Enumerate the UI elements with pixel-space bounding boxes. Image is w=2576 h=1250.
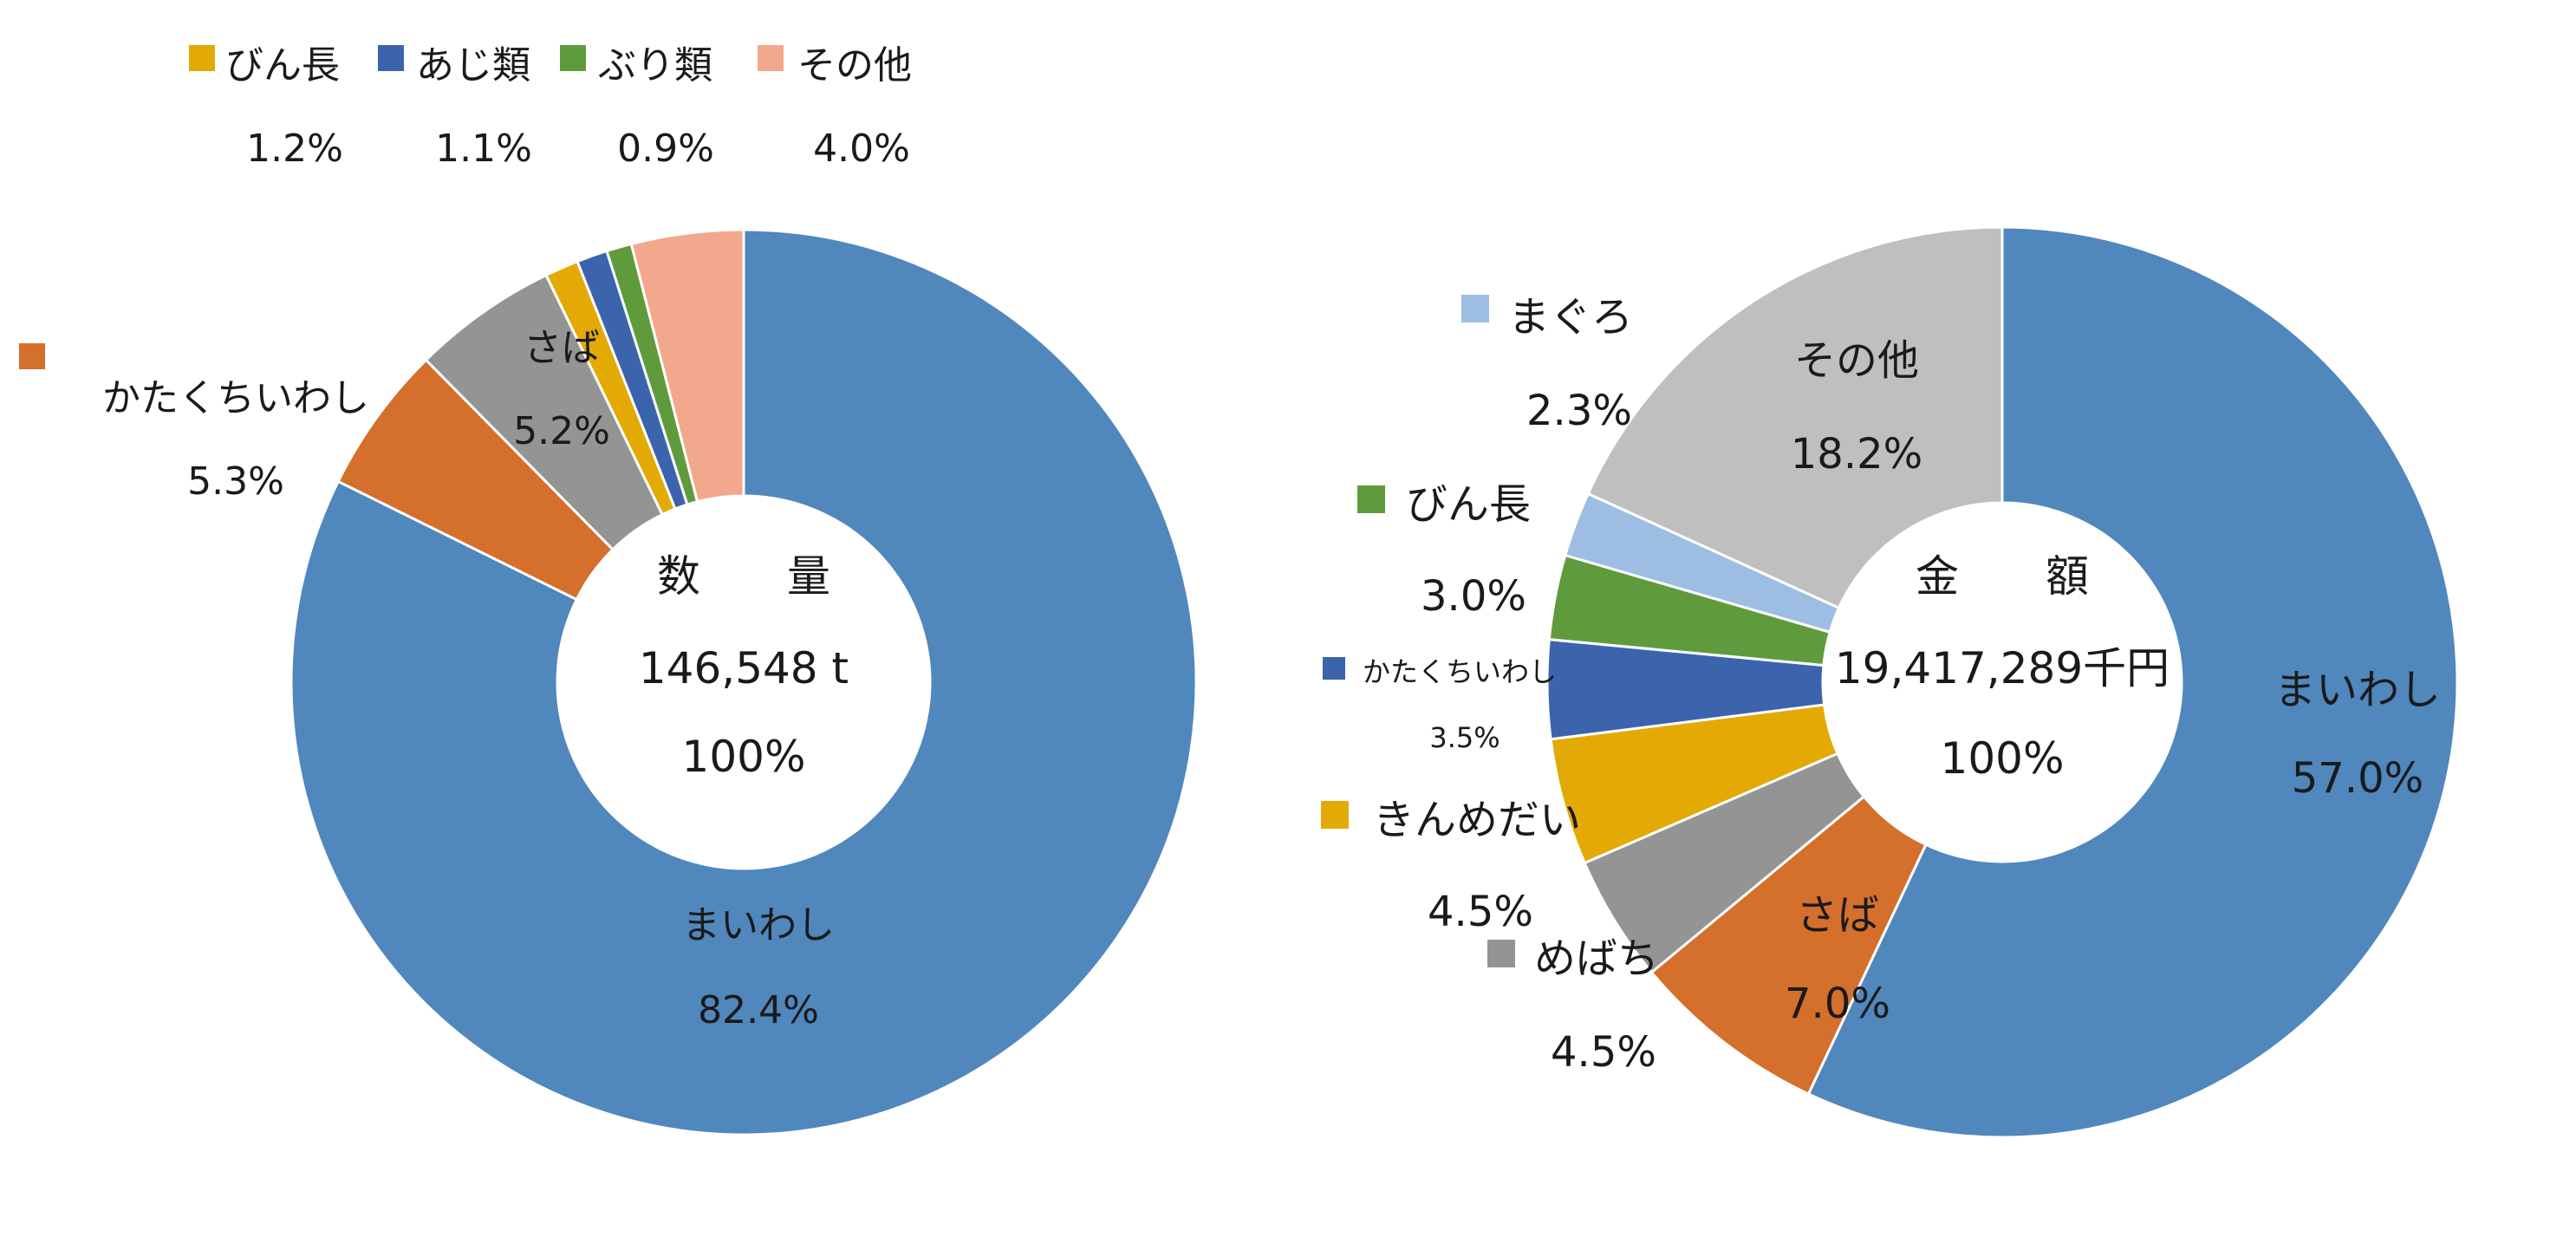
slice-label-value: 5.2% [513,409,610,453]
slice-label-value: 7.0% [1785,980,1890,1028]
quantity-center-title: 数 量 [657,551,830,602]
value-donut: 金 額 19,417,289千円 100% まいわし 57.0% さば 7.0%… [1321,225,2459,1139]
slice-label-value: 3.5% [1429,721,1499,754]
legend-swatch [758,45,784,71]
legend-swatch [378,45,404,71]
quantity-slices [289,228,1198,1136]
slice-その他 [629,228,745,504]
slice-label-name: その他 [797,43,912,88]
slice-label-value: 2.3% [1526,387,1632,435]
slice-label-name: その他 [1794,336,1919,385]
slice-label-value: 4.0% [813,127,910,171]
slice-label-name: まいわし [682,903,835,947]
slice-label-name: まぐろ [1508,293,1633,342]
slice-label-value: 0.9% [617,127,714,171]
slice-label-value: 57.0% [2292,754,2423,803]
slice-label-value: 5.3% [187,459,284,504]
slice-label-name: びん長 [225,43,340,88]
slice-その他 [1586,225,2004,610]
slice-まいわし [1806,225,2459,1139]
legend-swatch [189,45,215,71]
value-center-title: 金 額 [1916,551,2089,602]
legend-swatch [1357,485,1385,513]
slice-label-value: 1.2% [246,127,343,171]
slice-label-name: ぶり類 [598,43,712,88]
slice-label-value: 1.1% [435,127,532,171]
slice-label-name: びん長 [1406,480,1531,529]
slice-label-name: まいわし [2274,666,2441,714]
legend-swatch [1323,657,1345,680]
slice-label-value: 3.0% [1421,572,1526,621]
value-center-pct: 100% [1941,733,2065,784]
legend-swatch [560,45,586,71]
slice-まいわし [289,228,1198,1136]
slice-label-value: 82.4% [698,988,819,1032]
slice-label-value: 4.5% [1551,1028,1656,1077]
legend-swatch [1487,940,1515,967]
quantity-center-pct: 100% [682,732,806,782]
slice-label-value: 18.2% [1791,430,1922,479]
slice-label-name: かたくちいわし [1363,655,1557,688]
quantity-donut: 数 量 146,548 t 100% まいわし 82.4% かたくちいわし 5.… [19,43,1198,1136]
slice-さば [1649,794,1928,1097]
quantity-center-total: 146,548 t [639,643,849,693]
legend-swatch [1461,295,1489,322]
slice-label-name: さば [524,326,600,370]
slice-label-value: 4.5% [1428,888,1533,936]
legend-swatch [19,343,45,369]
slice-label-name: さば [1796,891,1879,940]
slice-label-name: めばち [1534,934,1659,983]
legend-swatch [1321,801,1349,829]
slice-label-name: きんめだい [1373,796,1581,844]
slice-label-name: かたくちいわし [102,376,369,420]
value-center-total: 19,417,289千円 [1835,643,2169,693]
slice-label-name: あじ類 [416,43,530,88]
value-slices [1545,225,2459,1139]
